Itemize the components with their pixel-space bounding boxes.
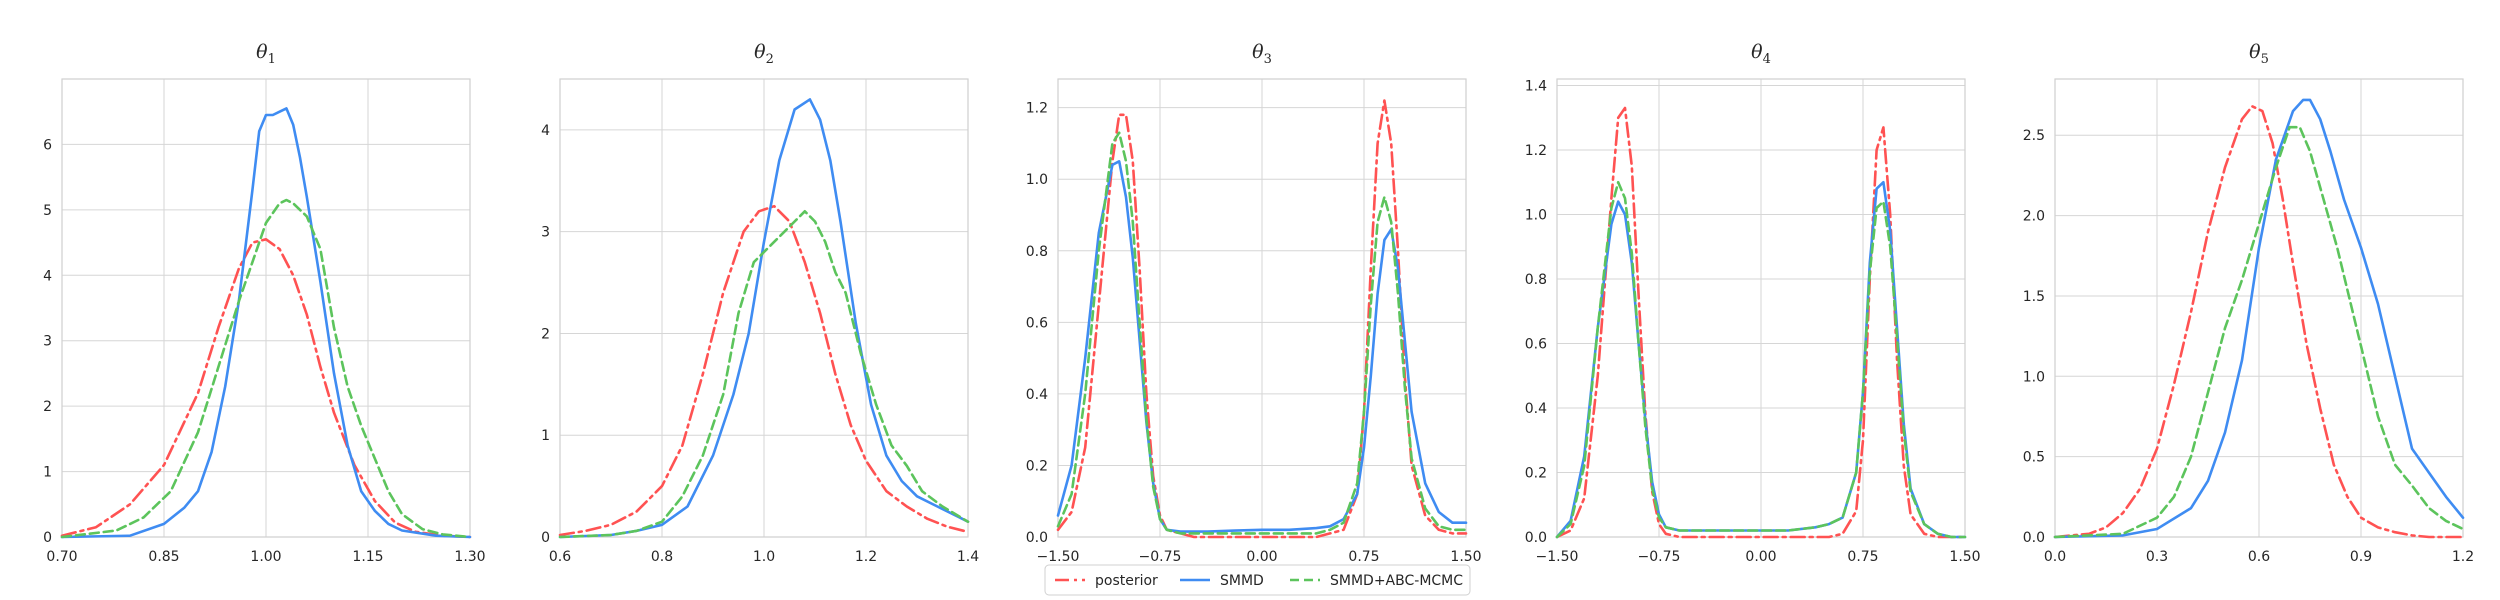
x-tick-label: 1.2: [855, 549, 877, 565]
series-line-smmd-abc-mcmc: [60, 198, 472, 539]
series-line-smmd: [558, 98, 970, 539]
legend-item: posterior: [1055, 573, 1158, 589]
y-tick-label: 2: [43, 399, 52, 415]
x-tick-label: 1.2: [2452, 549, 2474, 565]
legend-box: [1044, 564, 1471, 596]
panel-4: −1.50 −0.75 0.00 0.75 1.50 0.0 0.2 0.4 0.6 0.8 1.0…: [1525, 41, 1981, 565]
series-line-smmd: [60, 107, 472, 539]
y-tick-label: 0.6: [1026, 315, 1048, 331]
legend-label: SMMD: [1220, 573, 1264, 589]
y-tick-label: 5: [43, 203, 52, 219]
x-tick-label: 0.85: [148, 549, 179, 565]
x-tick-label: 1.00: [250, 549, 281, 565]
plot-frame: [2054, 78, 2464, 538]
y-tick-label: 0.4: [1026, 387, 1048, 403]
x-tick-label: 1.50: [1949, 549, 1980, 565]
y-tick-label: 3: [43, 334, 52, 350]
x-tick-label: 0.70: [46, 549, 77, 565]
legend: posterior SMMD SMMD+ABC-MCMC: [1044, 564, 1471, 596]
panel-2: 0.6 0.8 1.0 1.2 1.4 0 1 2 3 4 θ2: [541, 41, 979, 565]
y-tick-label: 0: [541, 530, 550, 546]
x-tick-label: 0.8: [651, 549, 673, 565]
y-tick-label: 0.0: [1026, 530, 1048, 546]
legend-item: SMMD+ABC-MCMC: [1290, 573, 1463, 589]
y-tick-label: 1.4: [1525, 78, 1547, 94]
y-tick-label: 1.5: [2023, 289, 2045, 305]
series-line-smmd-abc-mcmc: [2053, 125, 2465, 539]
y-tick-label: 0: [43, 530, 52, 546]
y-tick-label: 1: [43, 465, 52, 481]
x-tick-label: 0.00: [1246, 549, 1277, 565]
series-line-smmd-abc-mcmc: [558, 210, 970, 539]
y-tick-label: 4: [43, 268, 52, 284]
y-tick-label: 0.8: [1026, 244, 1048, 260]
grid: [61, 79, 471, 538]
x-tick-label: 1.4: [957, 549, 979, 565]
y-tick-label: 6: [43, 137, 52, 153]
x-tick-label: 0.00: [1745, 549, 1776, 565]
series-line-smmd-abc-mcmc: [1555, 180, 1967, 539]
y-tick-label: 2.5: [2023, 128, 2045, 144]
y-tick-label: 1.0: [1026, 172, 1048, 188]
grid: [2054, 79, 2464, 538]
y-tick-label: 0.5: [2023, 450, 2045, 466]
legend-item: SMMD: [1180, 573, 1264, 589]
x-tick-label: 1.0: [753, 549, 775, 565]
x-tick-label: 0.6: [549, 549, 571, 565]
panel-3: −1.50 −0.75 0.00 0.75 1.50 0.0 0.2 0.4 0.6 0.8 1.0…: [1026, 41, 1482, 565]
x-tick-label: 0.0: [2044, 549, 2066, 565]
panel-title: θ1: [256, 41, 276, 67]
x-tick-label: 1.15: [352, 549, 383, 565]
x-tick-label: −1.50: [1037, 549, 1080, 565]
series-line-smmd-abc-mcmc: [1056, 131, 1468, 535]
y-tick-label: 1: [541, 428, 550, 444]
plot-frame: [559, 78, 969, 538]
y-tick-label: 0.6: [1525, 336, 1547, 352]
series-line-posterior: [60, 238, 472, 539]
x-tick-label: 0.75: [1847, 549, 1878, 565]
y-tick-label: 0.0: [1525, 530, 1547, 546]
panel-5: 0.0 0.3 0.6 0.9 1.2 0.0 0.5 1.0 1.5 2.0 2.5 θ5: [2023, 41, 2474, 565]
series-line-posterior: [558, 204, 970, 537]
x-tick-label: 0.9: [2350, 549, 2372, 565]
y-tick-label: 1.2: [1026, 101, 1048, 117]
series-line-posterior: [2053, 105, 2465, 539]
panel-1: 0.70 0.85 1.00 1.15 1.30 0 1 2 3 4 5 6 θ1: [43, 41, 486, 565]
panel-title: θ4: [1751, 41, 1771, 67]
plot-frame: [61, 78, 471, 538]
x-tick-label: 0.6: [2248, 549, 2270, 565]
x-tick-label: 1.50: [1450, 549, 1481, 565]
y-tick-label: 0.8: [1525, 272, 1547, 288]
x-tick-label: 0.75: [1348, 549, 1379, 565]
x-tick-label: −0.75: [1638, 549, 1681, 565]
series-line-posterior: [1555, 106, 1967, 539]
y-tick-label: 1.2: [1525, 143, 1547, 159]
legend-label: posterior: [1095, 573, 1158, 589]
series-line-smmd: [1056, 160, 1468, 533]
y-tick-label: 0.0: [2023, 530, 2045, 546]
y-tick-label: 0.2: [1026, 458, 1048, 474]
y-tick-label: 0.2: [1525, 465, 1547, 481]
y-tick-label: 2.0: [2023, 209, 2045, 225]
x-tick-label: 0.3: [2146, 549, 2168, 565]
y-tick-label: 4: [541, 123, 550, 139]
grid: [1057, 79, 1467, 538]
y-tick-label: 2: [541, 326, 550, 342]
y-tick-label: 3: [541, 225, 550, 241]
panel-title: θ3: [1252, 41, 1272, 67]
panel-title: θ2: [754, 41, 774, 67]
series-line-smmd: [2053, 98, 2465, 539]
x-tick-label: −1.50: [1536, 549, 1579, 565]
y-tick-label: 0.4: [1525, 401, 1547, 417]
y-tick-label: 1.0: [1525, 207, 1547, 223]
legend-label: SMMD+ABC-MCMC: [1330, 573, 1463, 589]
plot-frame: [1556, 78, 1966, 538]
x-tick-label: −0.75: [1139, 549, 1182, 565]
y-tick-label: 1.0: [2023, 369, 2045, 385]
panel-title: θ5: [2249, 41, 2269, 67]
x-tick-label: 1.30: [454, 549, 485, 565]
